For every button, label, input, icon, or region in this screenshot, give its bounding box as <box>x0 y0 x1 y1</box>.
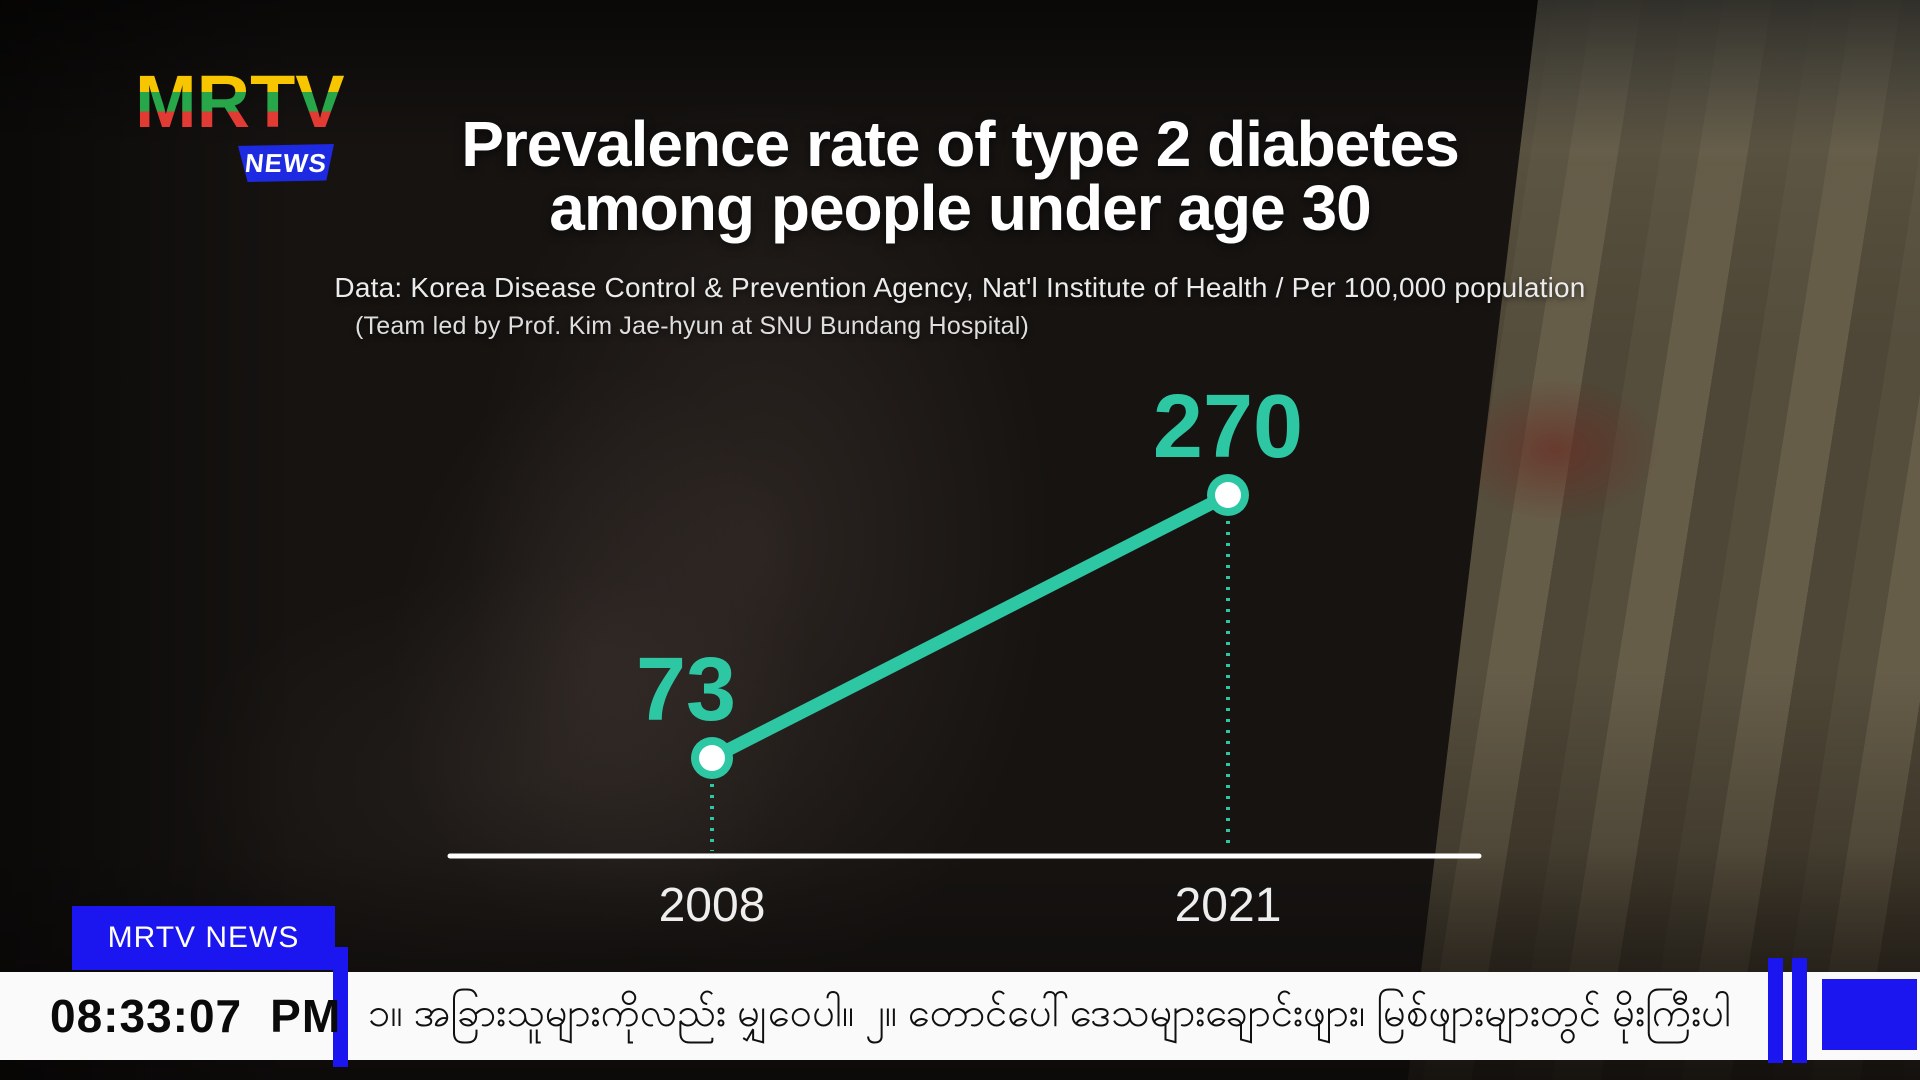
research-team-line: (Team led by Prof. Kim Jae-hyun at SNU B… <box>355 312 1030 340</box>
ticker-bar <box>0 972 1920 1060</box>
channel-badge: MRTV NEWS <box>72 906 335 970</box>
news-badge: NEWS <box>238 144 334 182</box>
mrtv-logo-text: MRTV <box>135 65 395 139</box>
badge-accent-bar <box>333 947 348 1067</box>
ticker-divider-bar <box>1768 958 1783 1063</box>
channel-badge-label: MRTV NEWS <box>107 921 300 954</box>
clock: 08:33:07 PM <box>50 972 341 1060</box>
news-ticker: ၁။ အခြားသူများကိုလည်း မျှဝေပါ။ ၂။ တောင်ပ… <box>368 990 1732 1035</box>
ticker-divider-bar <box>1792 958 1807 1063</box>
data-source-line: Data: Korea Disease Control & Prevention… <box>334 272 1586 303</box>
mrtv-logo: MRTV NEWS <box>135 65 395 182</box>
ticker-end-block <box>1822 979 1917 1050</box>
clock-meridiem: PM <box>270 990 342 1042</box>
clock-time: 08:33:07 <box>50 990 243 1042</box>
title-line-1: Prevalence rate of type 2 diabetes <box>461 108 1460 180</box>
page-title: Prevalence rate of type 2 diabetes among… <box>0 112 1920 240</box>
title-line-2: among people under age 30 <box>549 172 1371 244</box>
